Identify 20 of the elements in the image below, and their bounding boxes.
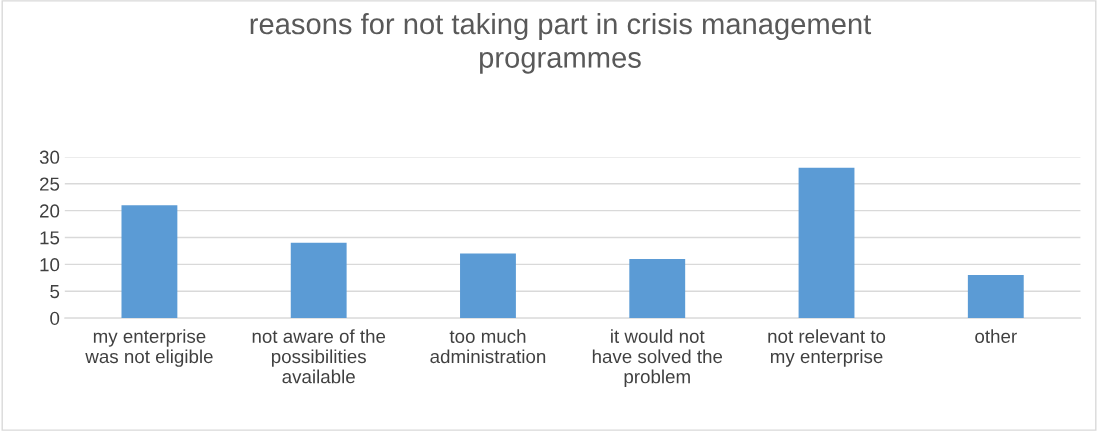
x-tick-label: other xyxy=(975,329,1017,343)
x-tick-label: my enterprise was not eligible xyxy=(85,329,213,367)
x-tick-label: not relevant to my enterprise xyxy=(768,329,886,367)
x-tick-label: too much administration xyxy=(430,329,546,364)
bar xyxy=(460,253,516,319)
y-tick-label: 0 xyxy=(50,311,60,326)
y-tick-label: 30 xyxy=(39,150,60,164)
y-tick-label: 10 xyxy=(40,258,60,272)
y-tick-label: 15 xyxy=(40,231,60,245)
y-tick-label: 20 xyxy=(40,204,60,218)
bar xyxy=(967,275,1024,319)
x-tick-label: not aware of the possibilities available xyxy=(252,329,386,384)
x-tick-label: it would not have solved the problem xyxy=(592,329,723,388)
bar xyxy=(629,258,686,319)
bar xyxy=(798,167,855,319)
bar xyxy=(290,242,347,319)
bar xyxy=(121,205,178,319)
y-tick-label: 25 xyxy=(40,177,60,191)
y-tick-label: 5 xyxy=(50,285,60,299)
chart-title: reasons for not taking part in crisis management programmes xyxy=(250,12,872,74)
